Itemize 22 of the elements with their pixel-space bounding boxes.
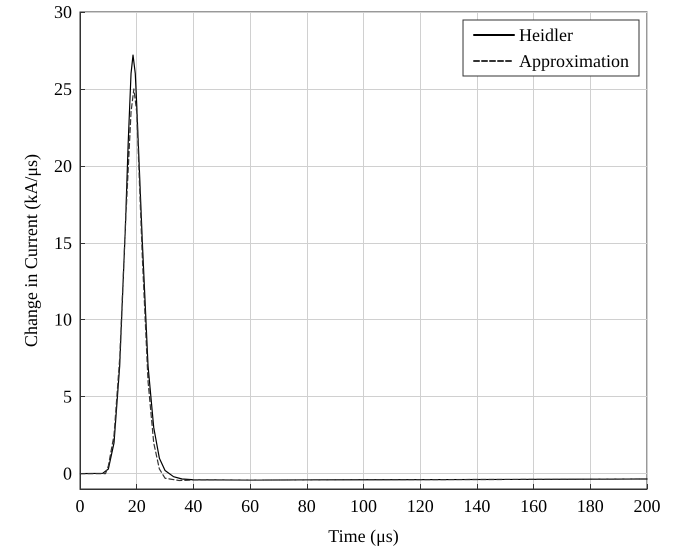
y-tick-label: 15: [54, 232, 72, 253]
x-tick-label: 80: [298, 496, 316, 516]
legend-label: Heidler: [519, 25, 573, 45]
x-tick-label: 20: [128, 496, 146, 516]
x-tick-label: 0: [76, 496, 84, 516]
x-tick-label: 40: [184, 496, 202, 516]
x-tick-label: 60: [241, 496, 260, 516]
x-tick-label: 140: [463, 496, 490, 516]
x-tick-label: 200: [634, 496, 660, 516]
y-tick-label: 30: [54, 2, 72, 22]
y-tick-label: 20: [54, 156, 72, 176]
y-tick-label: 0: [63, 464, 72, 484]
y-tick-label: 10: [54, 310, 72, 330]
y-tick-label: 5: [63, 386, 72, 407]
y-tick-label: 25: [54, 78, 72, 99]
legend-label: Approximation: [519, 51, 630, 71]
x-axis-title: Time (μs): [328, 526, 399, 546]
x-tick-label: 180: [576, 496, 604, 516]
y-axis-title: Change in Current (kA/μs): [21, 154, 41, 348]
x-tick-label: 160: [520, 496, 548, 516]
x-tick-label: 100: [350, 496, 377, 516]
x-tick-label: 120: [406, 496, 434, 516]
